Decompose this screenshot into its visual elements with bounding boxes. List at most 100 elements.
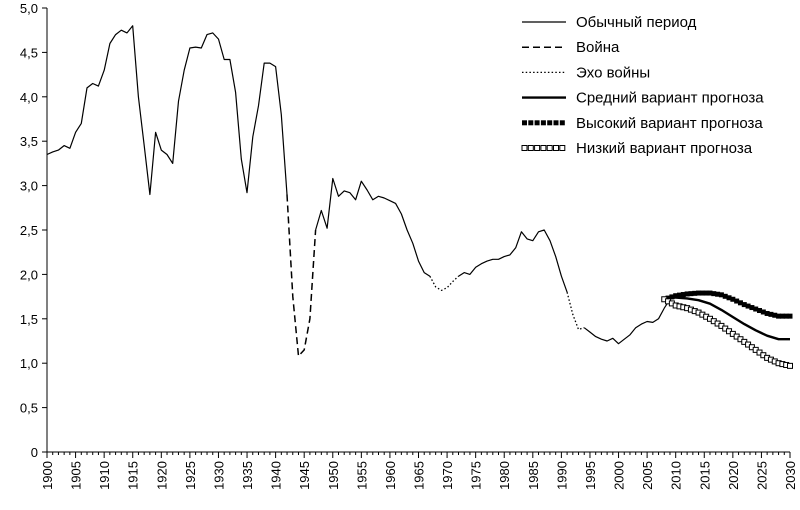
high-forecast-marker <box>783 313 789 319</box>
x-tick-label: 1955 <box>354 461 369 490</box>
high-forecast-marker <box>753 306 759 312</box>
high-forecast-marker <box>760 309 766 315</box>
high-forecast-marker <box>684 291 690 297</box>
series-line <box>429 275 459 292</box>
legend-item: Средний вариант прогноза <box>522 90 764 107</box>
legend-swatch <box>540 145 547 151</box>
legend-swatch <box>559 120 565 126</box>
series-line <box>286 194 317 357</box>
x-tick-label: 2030 <box>783 461 798 490</box>
high-forecast-marker <box>707 290 713 296</box>
high-forecast-marker <box>776 313 782 319</box>
legend-swatch <box>534 145 541 151</box>
x-tick-label: 1900 <box>40 461 55 490</box>
high-forecast-marker <box>726 295 732 301</box>
x-tick-label: 1910 <box>97 461 112 490</box>
legend-item: Обычный период <box>522 14 697 31</box>
x-tick-label: 2020 <box>726 461 741 490</box>
high-forecast-marker <box>692 290 698 296</box>
high-forecast-marker <box>696 290 702 296</box>
high-forecast-marker <box>730 296 736 302</box>
legend-swatch <box>534 120 540 126</box>
high-forecast-marker <box>711 291 717 297</box>
y-tick-label: 4,0 <box>20 90 38 105</box>
high-forecast-marker <box>749 305 755 311</box>
series-5 <box>566 292 585 331</box>
series-line <box>583 298 671 345</box>
series-line <box>46 25 288 196</box>
x-tick-label: 1925 <box>183 461 198 490</box>
legend-swatch <box>540 120 546 126</box>
y-tick-label: 1,5 <box>20 312 38 327</box>
y-tick-label: 0 <box>31 445 38 460</box>
y-tick-label: 2,5 <box>20 223 38 238</box>
series-1 <box>286 194 317 357</box>
x-tick-label: 1995 <box>583 461 598 490</box>
legend-swatch <box>522 120 527 126</box>
high-forecast-marker <box>764 310 770 316</box>
y-tick-label: 3,5 <box>20 134 38 149</box>
series-layer <box>46 25 793 369</box>
y-tick-label: 4,5 <box>20 45 38 60</box>
high-forecast-marker <box>673 293 679 299</box>
high-forecast-marker <box>699 290 705 296</box>
high-forecast-marker <box>734 298 740 304</box>
x-tick-label: 1905 <box>69 461 84 490</box>
y-tick-label: 3,0 <box>20 179 38 194</box>
high-forecast-marker <box>737 300 743 306</box>
legend: Обычный период Война Эхо войны Средний вари… <box>521 14 764 157</box>
series-line <box>664 296 790 341</box>
high-forecast-marker <box>757 308 763 314</box>
x-tick-label: 1960 <box>383 461 398 490</box>
high-forecast-marker <box>677 292 683 298</box>
legend-swatch <box>553 120 559 126</box>
legend-label: Средний вариант прогноза <box>576 90 764 107</box>
x-tick-label: 2005 <box>640 461 655 490</box>
high-forecast-marker <box>703 290 709 296</box>
legend-swatch <box>559 145 566 151</box>
x-tick-label: 1965 <box>412 461 427 490</box>
legend-label: Война <box>576 39 620 56</box>
series-6 <box>583 298 671 345</box>
low-forecast-marker <box>787 362 793 369</box>
high-forecast-marker <box>669 294 675 300</box>
series-9 <box>661 296 793 369</box>
legend-swatch <box>546 145 553 151</box>
series-4 <box>458 229 568 293</box>
series-8 <box>661 290 793 319</box>
legend-swatch <box>521 145 528 151</box>
high-forecast-marker <box>772 312 778 318</box>
series-line <box>458 229 568 293</box>
x-tick-label: 2010 <box>669 461 684 490</box>
x-tick-label: 1975 <box>469 461 484 490</box>
legend-label: Высокий вариант прогноза <box>576 115 763 132</box>
x-tick-label: 1990 <box>554 461 569 490</box>
series-2 <box>315 177 431 277</box>
y-tick-label: 5,0 <box>20 1 38 16</box>
series-3 <box>429 275 459 292</box>
x-tick-label: 1980 <box>497 461 512 490</box>
y-tick-label: 0,5 <box>20 401 38 416</box>
axes: 0 0,5 1,0 1,5 2,0 2,5 3,0 3,5 4,0 4,5 5,0 1900 1905 1… <box>20 1 798 490</box>
high-forecast-marker <box>722 293 728 299</box>
legend-swatch <box>547 120 553 126</box>
high-forecast-marker <box>779 313 785 319</box>
y-tick-label: 1,0 <box>20 356 38 371</box>
legend-swatch <box>553 145 559 151</box>
high-forecast-marker <box>745 303 751 309</box>
high-forecast-marker <box>680 292 686 298</box>
series-line <box>315 177 431 277</box>
x-tick-label: 1930 <box>211 461 226 490</box>
y-tick-label: 2,0 <box>20 267 38 282</box>
x-tick-label: 1935 <box>240 461 255 490</box>
legend-item: Низкий вариант прогноза <box>521 140 753 157</box>
x-tick-label: 1970 <box>440 461 455 490</box>
high-forecast-marker <box>741 302 747 308</box>
x-tick-label: 1940 <box>269 461 284 490</box>
high-forecast-marker <box>787 313 793 319</box>
x-tick-label: 1920 <box>154 461 169 490</box>
legend-label: Эхо войны <box>576 64 650 81</box>
high-forecast-marker <box>688 291 694 297</box>
x-tick-label: 1915 <box>126 461 141 490</box>
